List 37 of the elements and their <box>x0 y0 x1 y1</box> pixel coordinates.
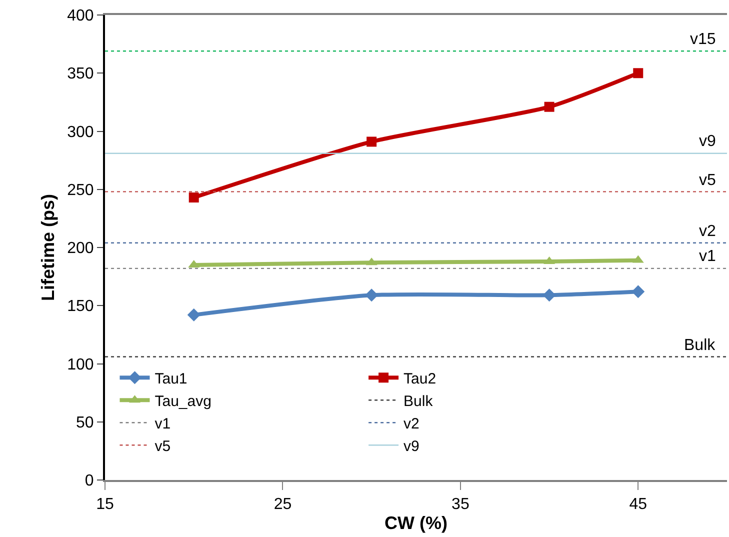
legend-label: v9 <box>404 438 420 455</box>
x-tick-label: 25 <box>274 496 292 514</box>
y-tick-label: 300 <box>67 124 94 141</box>
point <box>365 288 378 302</box>
y-tick-label: 350 <box>67 66 94 83</box>
annotation: v15 <box>690 31 716 48</box>
legend-label: v1 <box>154 416 171 432</box>
annotation: v2 <box>699 223 716 240</box>
point <box>188 192 199 203</box>
annotation: v9 <box>699 133 716 150</box>
point <box>633 68 644 78</box>
legend-label: Tau_avg <box>154 393 212 410</box>
y-axis-title: Lifetime (ps) <box>38 194 58 302</box>
y-tick-label: 400 <box>67 8 94 25</box>
y-tick-label: 0 <box>84 472 94 490</box>
y-tick-label: 50 <box>76 414 94 432</box>
x-axis-title: CW (%) <box>384 512 448 533</box>
legend-label: Tau2 <box>404 370 436 388</box>
legend-label: v5 <box>154 438 171 455</box>
y-tick-label: 250 <box>67 182 94 199</box>
legend-label: v2 <box>404 416 420 432</box>
x-tick-label: 15 <box>96 496 114 514</box>
annotation: v5 <box>699 172 716 189</box>
annotation: v1 <box>699 248 716 265</box>
legend-label: Bulk <box>404 393 434 410</box>
x-tick-label: 35 <box>452 496 470 514</box>
point <box>632 285 645 298</box>
x-tick-label: 45 <box>629 496 648 514</box>
point <box>544 102 554 112</box>
annotation: Bulk <box>684 337 716 354</box>
point <box>187 308 200 322</box>
point <box>366 136 377 147</box>
legend-label: Tau1 <box>154 370 188 388</box>
point <box>542 288 556 302</box>
y-tick-label: 100 <box>67 356 94 374</box>
y-tick-label: 200 <box>67 240 94 258</box>
y-tick-label: 150 <box>67 298 94 316</box>
